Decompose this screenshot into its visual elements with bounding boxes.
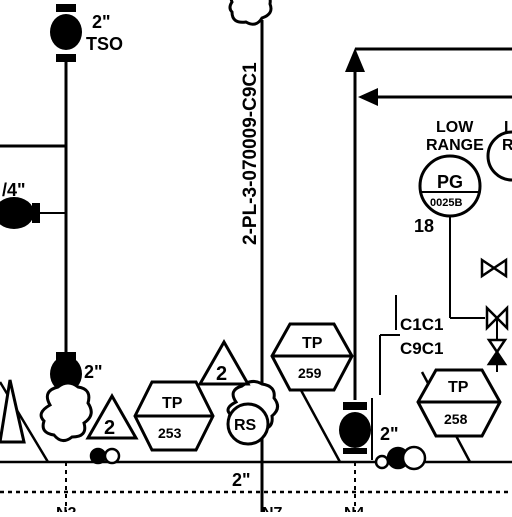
valve-mid-left-size: 2" xyxy=(84,362,103,382)
valve-left-size: /4" xyxy=(2,180,26,200)
valve-left[interactable] xyxy=(0,197,40,229)
valve-top-type: TSO xyxy=(86,34,123,54)
valve-top[interactable] xyxy=(50,4,82,62)
tp-258-number: 258 xyxy=(444,411,468,427)
process-lines xyxy=(0,20,512,512)
flow-arrow-icon xyxy=(345,48,365,72)
gauge-number: 18 xyxy=(414,216,434,236)
tp-258-label: TP xyxy=(448,379,469,396)
tp-253-label: TP xyxy=(162,395,183,412)
tp-259-number: 259 xyxy=(298,365,322,381)
test-point-259[interactable] xyxy=(270,322,354,392)
test-point-253[interactable] xyxy=(133,380,215,452)
gauge-type: PG xyxy=(437,172,463,192)
bottom-label-n4: N4 xyxy=(344,505,365,512)
pressure-gauge-pg[interactable] xyxy=(418,130,512,218)
rs-label: RS xyxy=(234,417,257,434)
gauge-range-line1: LOW xyxy=(436,119,474,136)
gauge-range-line2: RANGE xyxy=(426,137,484,154)
gauge-partial-line2: R xyxy=(502,137,512,154)
rs-symbol[interactable] xyxy=(226,402,270,446)
reducer-bottom-size: 2" xyxy=(232,470,251,490)
valve-top-size: 2" xyxy=(92,12,111,32)
valve-right-size: 2" xyxy=(380,424,399,444)
valve-right[interactable] xyxy=(339,402,371,454)
bottom-label-n2: N2 xyxy=(56,505,77,512)
note-flag-1: 2 xyxy=(104,417,115,439)
revision-cloud-icon xyxy=(39,0,279,442)
spec-break-upper: C1C1 xyxy=(400,315,443,334)
tp-259-label: TP xyxy=(302,335,323,352)
note-flag-2: 2 xyxy=(216,363,227,385)
needle-valve-icon[interactable] xyxy=(480,257,509,366)
test-point-258[interactable] xyxy=(416,368,502,438)
flow-arrow-left-icon xyxy=(358,88,378,106)
gauge-partial-line1: I xyxy=(504,119,508,136)
gauge-tag: 0025B xyxy=(430,197,462,209)
note-flags xyxy=(0,338,251,444)
bottom-label-n7: N7 xyxy=(262,505,283,512)
spec-break-lower: C9C1 xyxy=(400,339,443,358)
line-number: 2-PL-3-070009-C9C1 xyxy=(240,62,261,245)
tp-253-number: 253 xyxy=(158,425,182,441)
plug-icon xyxy=(89,445,427,471)
